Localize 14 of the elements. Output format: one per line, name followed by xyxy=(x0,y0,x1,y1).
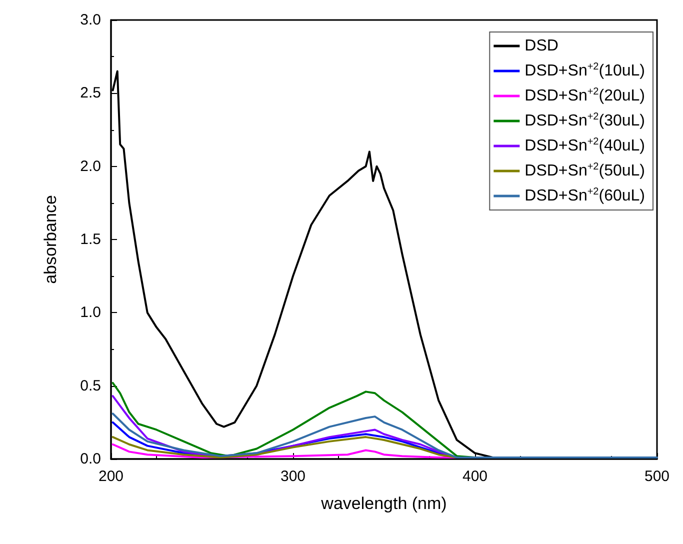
y-tick-label: 1.0 xyxy=(80,304,101,322)
x-axis-title: wavelength (nm) xyxy=(320,494,447,513)
x-tick-label: 300 xyxy=(280,468,306,485)
legend-label: DSD xyxy=(524,38,558,54)
y-tick-label: 2.0 xyxy=(80,158,101,175)
x-tick-label: 500 xyxy=(644,468,670,485)
y-tick-label: 0.5 xyxy=(80,377,101,394)
x-tick-label: 200 xyxy=(98,468,124,485)
y-tick-label: 2.5 xyxy=(80,84,101,102)
y-tick-label: 0.0 xyxy=(80,450,101,468)
y-tick-label: 3.0 xyxy=(80,12,101,28)
y-tick-label: 1.5 xyxy=(80,231,101,248)
y-axis-title: absorbance xyxy=(41,195,60,284)
x-tick-label: 400 xyxy=(462,468,488,485)
